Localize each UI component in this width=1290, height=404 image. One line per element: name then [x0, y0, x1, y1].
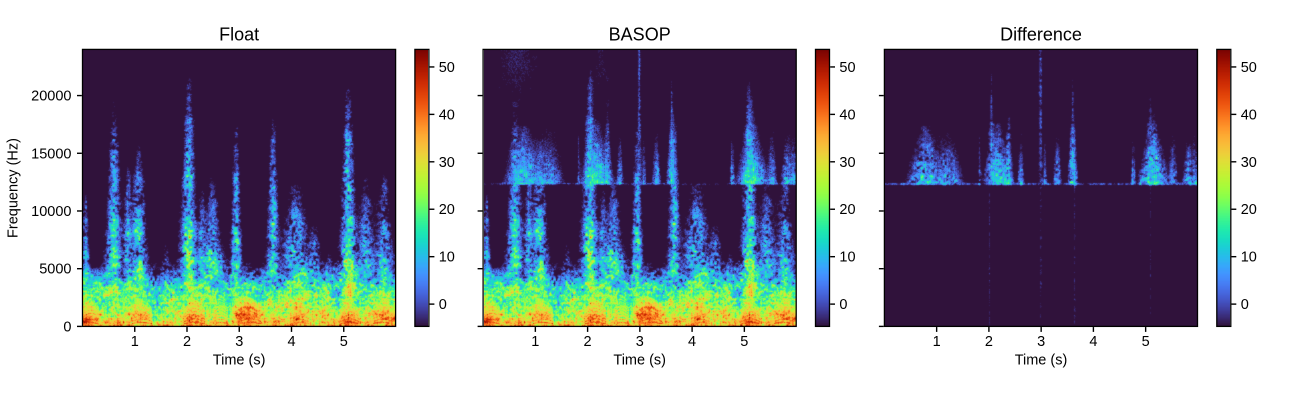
svg-text:2: 2	[183, 334, 191, 350]
svg-text:40: 40	[439, 107, 455, 123]
svg-text:20: 20	[839, 202, 855, 218]
svg-text:10000: 10000	[31, 204, 71, 220]
svg-text:30: 30	[1241, 155, 1257, 171]
svg-text:Frequency (Hz): Frequency (Hz)	[6, 138, 22, 238]
svg-text:0: 0	[63, 319, 71, 335]
svg-text:20: 20	[439, 202, 455, 218]
svg-text:4: 4	[287, 334, 295, 350]
svg-text:5: 5	[340, 334, 348, 350]
svg-text:40: 40	[1241, 107, 1257, 123]
svg-text:Time (s): Time (s)	[613, 353, 666, 369]
svg-text:20000: 20000	[31, 89, 71, 105]
svg-text:0: 0	[439, 297, 447, 313]
svg-text:5000: 5000	[39, 262, 71, 278]
svg-text:50: 50	[839, 60, 855, 76]
svg-text:Time (s): Time (s)	[213, 353, 266, 369]
svg-text:3: 3	[636, 334, 644, 350]
svg-text:5: 5	[740, 334, 748, 350]
svg-text:3: 3	[235, 334, 243, 350]
svg-text:30: 30	[839, 155, 855, 171]
svg-text:1: 1	[131, 334, 139, 350]
svg-text:1: 1	[531, 334, 539, 350]
svg-text:2: 2	[985, 334, 993, 350]
svg-text:50: 50	[1241, 60, 1257, 76]
svg-text:Difference: Difference	[1000, 25, 1082, 45]
svg-text:4: 4	[1089, 334, 1097, 350]
svg-text:10: 10	[839, 250, 855, 266]
svg-text:BASOP: BASOP	[609, 25, 671, 45]
svg-text:10: 10	[1241, 250, 1257, 266]
svg-text:20: 20	[1241, 202, 1257, 218]
svg-text:5: 5	[1142, 334, 1150, 350]
svg-text:1: 1	[933, 334, 941, 350]
svg-text:30: 30	[439, 155, 455, 171]
svg-text:Float: Float	[219, 25, 259, 45]
svg-text:15000: 15000	[31, 146, 71, 162]
svg-text:4: 4	[688, 334, 696, 350]
svg-text:40: 40	[839, 107, 855, 123]
svg-text:Time (s): Time (s)	[1015, 353, 1068, 369]
svg-text:10: 10	[439, 250, 455, 266]
svg-text:0: 0	[1241, 297, 1249, 313]
svg-text:50: 50	[439, 60, 455, 76]
svg-text:0: 0	[839, 297, 847, 313]
svg-text:3: 3	[1037, 334, 1045, 350]
svg-text:2: 2	[584, 334, 592, 350]
